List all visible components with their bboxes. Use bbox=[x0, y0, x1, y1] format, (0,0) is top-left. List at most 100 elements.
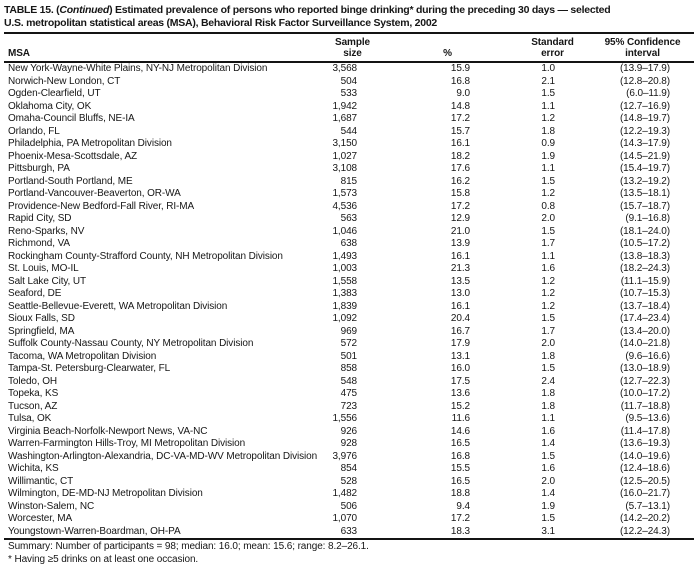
percent-cell: 16.0 bbox=[450, 363, 470, 374]
confidence-interval-cell: (10.5–17.2) bbox=[619, 238, 670, 249]
table-row: Reno-Sparks, NV 1,046 21.0 1.5 (18.1–24.… bbox=[4, 226, 694, 239]
confidence-interval-cell: (5.7–13.1) bbox=[625, 500, 670, 512]
confidence-interval-cell: (13.9–17.9) bbox=[619, 63, 670, 74]
table-row: Wichita, KS 854 15.5 1.6 (12.4–18.6) bbox=[4, 463, 694, 476]
footnote: * Having ≥5 drinks on at least one occas… bbox=[8, 554, 199, 565]
standard-error-cell: 1.6 bbox=[541, 425, 555, 437]
table-row: Philadelphia, PA Metropolitan Division 3… bbox=[4, 138, 694, 151]
msa-cell: Springfield, MA bbox=[8, 325, 75, 337]
confidence-interval-cell: (14.2–20.2) bbox=[619, 513, 670, 524]
table-row: Warren-Farmington Hills-Troy, MI Metropo… bbox=[4, 438, 694, 451]
percent-cell: 15.5 bbox=[450, 463, 470, 474]
confidence-interval-cell: (6.0–11.9) bbox=[626, 88, 670, 99]
percent-cell: 21.0 bbox=[450, 225, 470, 237]
percent-cell: 13.6 bbox=[450, 388, 470, 399]
percent-cell: 16.8 bbox=[450, 450, 470, 462]
standard-error-cell: 1.7 bbox=[541, 325, 555, 337]
confidence-interval-cell: (14.8–19.7) bbox=[619, 113, 670, 124]
sample-size-cell: 1,482 bbox=[332, 488, 357, 499]
table-row: Youngstown-Warren-Boardman, OH-PA 633 18… bbox=[4, 526, 694, 539]
column-header-sample-line2: size bbox=[343, 48, 362, 59]
percent-cell: 12.9 bbox=[450, 213, 470, 224]
table-row: Wilmington, DE-MD-NJ Metropolitan Divisi… bbox=[4, 488, 694, 501]
confidence-interval-cell: (12.8–20.8) bbox=[619, 75, 670, 87]
msa-cell: Tulsa, OK bbox=[8, 413, 52, 424]
msa-cell: Portland-South Portland, ME bbox=[8, 175, 133, 187]
table-row: Seattle-Bellevue-Everett, WA Metropolita… bbox=[4, 301, 694, 314]
summary-line: Summary: Number of participants = 98; me… bbox=[4, 538, 694, 553]
msa-cell: Virginia Beach-Norfolk-Newport News, VA-… bbox=[8, 425, 208, 437]
confidence-interval-cell: (13.5–18.1) bbox=[619, 188, 670, 199]
msa-cell: Willimantic, CT bbox=[8, 475, 74, 487]
standard-error-cell: 1.5 bbox=[541, 175, 555, 187]
msa-cell: St. Louis, MO-IL bbox=[8, 263, 79, 274]
sample-size-cell: 1,687 bbox=[332, 113, 357, 124]
table-row: Worcester, MA 1,070 17.2 1.5 (14.2–20.2) bbox=[4, 513, 694, 526]
sample-size-cell: 1,027 bbox=[332, 150, 357, 162]
percent-cell: 16.5 bbox=[450, 438, 470, 449]
percent-cell: 18.2 bbox=[450, 150, 470, 162]
table-row: Willimantic, CT 528 16.5 2.0 (12.5–20.5) bbox=[4, 476, 694, 489]
sample-size-cell: 506 bbox=[340, 500, 357, 512]
table-row: Winston-Salem, NC 506 9.4 1.9 (5.7–13.1) bbox=[4, 501, 694, 514]
table-row: Portland-Vancouver-Beaverton, OR-WA 1,57… bbox=[4, 188, 694, 201]
column-header-percent: % bbox=[357, 34, 470, 63]
standard-error-cell: 2.4 bbox=[541, 375, 555, 387]
table-title-line1: TABLE 15. (Continued) Estimated prevalen… bbox=[4, 4, 694, 17]
standard-error-cell: 2.0 bbox=[541, 213, 555, 224]
sample-size-cell: 1,493 bbox=[332, 250, 357, 262]
sample-size-cell: 1,092 bbox=[332, 313, 357, 324]
msa-cell: Tacoma, WA Metropolitan Division bbox=[8, 350, 157, 362]
confidence-interval-cell: (12.7–16.9) bbox=[619, 100, 670, 112]
percent-cell: 13.1 bbox=[450, 350, 470, 362]
percent-cell: 16.8 bbox=[450, 75, 470, 87]
percent-cell: 16.1 bbox=[450, 300, 470, 312]
standard-error-cell: 0.8 bbox=[541, 200, 555, 212]
msa-cell: Rapid City, SD bbox=[8, 213, 72, 224]
percent-cell: 15.7 bbox=[450, 125, 470, 137]
table-header: MSA Sample size % Standard error bbox=[4, 34, 694, 63]
confidence-interval-cell: (13.0–18.9) bbox=[619, 363, 670, 374]
standard-error-cell: 1.8 bbox=[541, 350, 555, 362]
column-header-confidence-interval: 95% Confidence interval bbox=[555, 34, 694, 63]
sample-size-cell: 3,568 bbox=[332, 63, 357, 74]
standard-error-cell: 1.2 bbox=[541, 113, 555, 124]
confidence-interval-cell: (13.2–19.2) bbox=[619, 175, 670, 187]
msa-cell: Worcester, MA bbox=[8, 513, 73, 524]
msa-cell: Topeka, KS bbox=[8, 388, 59, 399]
standard-error-cell: 1.7 bbox=[541, 238, 555, 249]
sample-size-cell: 501 bbox=[340, 350, 357, 362]
msa-cell: Phoenix-Mesa-Scottsdale, AZ bbox=[8, 150, 138, 162]
sample-size-cell: 854 bbox=[340, 463, 357, 474]
table-row: Salt Lake City, UT 1,558 13.5 1.2 (11.1–… bbox=[4, 276, 694, 289]
standard-error-cell: 1.1 bbox=[541, 413, 555, 424]
percent-cell: 18.8 bbox=[450, 488, 470, 499]
sample-size-cell: 4,536 bbox=[332, 200, 357, 212]
standard-error-cell: 1.2 bbox=[541, 300, 555, 312]
table-row: Washington-Arlington-Alexandria, DC-VA-M… bbox=[4, 451, 694, 464]
standard-error-cell: 2.1 bbox=[541, 75, 555, 87]
sample-size-cell: 1,046 bbox=[332, 225, 357, 237]
percent-cell: 14.6 bbox=[450, 425, 470, 437]
table-row: Oklahoma City, OK 1,942 14.8 1.1 (12.7–1… bbox=[4, 101, 694, 114]
standard-error-cell: 1.5 bbox=[541, 313, 555, 324]
msa-cell: Philadelphia, PA Metropolitan Division bbox=[8, 138, 172, 149]
percent-cell: 17.2 bbox=[450, 200, 470, 212]
standard-error-cell: 1.8 bbox=[541, 400, 555, 412]
confidence-interval-cell: (11.7–18.8) bbox=[620, 400, 670, 412]
msa-cell: Oklahoma City, OK bbox=[8, 100, 92, 112]
sample-size-cell: 1,070 bbox=[332, 513, 357, 524]
percent-cell: 9.0 bbox=[456, 88, 470, 99]
standard-error-cell: 0.9 bbox=[541, 138, 555, 149]
percent-cell: 17.6 bbox=[450, 163, 470, 174]
confidence-interval-cell: (13.7–18.4) bbox=[619, 300, 670, 312]
confidence-interval-cell: (16.0–21.7) bbox=[619, 488, 670, 499]
sample-size-cell: 3,108 bbox=[332, 163, 357, 174]
table-row: Pittsburgh, PA 3,108 17.6 1.1 (15.4–19.7… bbox=[4, 163, 694, 176]
sample-size-cell: 3,150 bbox=[332, 138, 357, 149]
standard-error-cell: 1.2 bbox=[541, 288, 555, 299]
standard-error-cell: 2.0 bbox=[541, 338, 555, 349]
msa-cell: Orlando, FL bbox=[8, 125, 60, 137]
column-header-standard-error: Standard error bbox=[470, 34, 574, 63]
confidence-interval-cell: (17.4–23.4) bbox=[619, 313, 670, 324]
